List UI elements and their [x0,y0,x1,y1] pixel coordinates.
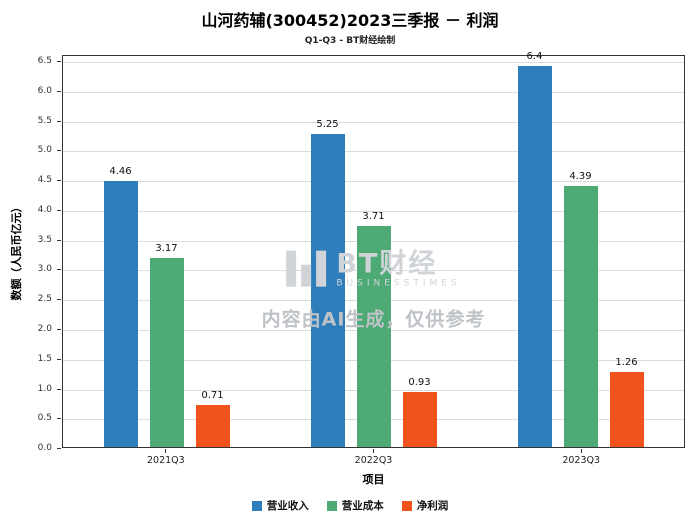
legend-item: 营业成本 [326,498,384,513]
bar-group-2022Q3: 5.25 3.71 0.93 [270,56,477,447]
gridline [63,181,684,182]
x-tick-mark [165,449,167,453]
x-tick-label: 2023Q3 [562,455,601,466]
y-tick-label: 0.0 [37,443,52,453]
y-tick-mark [57,150,61,152]
y-tick-label: 0.5 [37,413,52,424]
bar-营业成本: 4.39 [563,171,598,447]
bar-净利润: 0.93 [402,377,437,447]
chart-subtitle: Q1-Q3 - BT财经绘制 [304,36,396,46]
y-tick-label: 4.0 [37,204,52,215]
legend: 营业收入 营业成本 净利润 [0,498,700,513]
bar-value-label: 6.4 [526,50,543,62]
y-tick-label: 6.0 [37,85,52,96]
y-tick-mark [57,90,61,92]
plot-area: 4.46 3.17 0.71 5.25 3.71 0.93 6.4 4.39 1.26 BT财经… [62,51,685,448]
gridline [63,62,684,63]
legend-label: 营业成本 [341,500,384,512]
y-tick-label: 4.5 [37,175,52,185]
gridline [63,121,684,123]
x-tick-label: 2022Q3 [354,455,393,466]
bar-group-2021Q3: 4.46 3.17 0.71 [63,56,270,447]
bar-value-label: 3.71 [362,211,385,223]
y-tick-label: 2.5 [37,294,52,305]
bar-营业成本: 3.71 [356,211,391,447]
gridline [63,151,684,153]
bar-value-label: 4.39 [569,170,592,182]
y-tick-label: 6.5 [37,56,52,66]
x-axis-label: 项目 [362,473,385,486]
bar-value-label: 1.26 [615,357,638,368]
y-tick-mark [57,448,61,449]
y-tick-label: 1.0 [37,383,52,394]
y-tick-label: 2.0 [37,323,52,334]
bar-营业成本: 3.17 [149,243,184,447]
bar-group-2023Q3: 6.4 4.39 1.26 [477,51,684,447]
bar-groups: 4.46 3.17 0.71 5.25 3.71 0.93 6.4 4.39 1.26 [63,51,684,447]
bar-营业收入: 4.46 [103,166,138,447]
legend-item: 净利润 [401,498,449,513]
x-tick-label: 2021Q3 [146,455,185,466]
y-tick-label: 3.5 [37,234,52,245]
bar-净利润: 0.71 [195,390,230,447]
y-tick-mark [57,388,61,390]
chart-title: 山河药辅(300452)2023三季报 － 利润 [201,11,499,30]
y-tick-mark [57,418,61,420]
bar-营业收入: 5.25 [310,119,345,447]
legend-swatch [251,500,262,511]
legend-item: 营业收入 [251,498,309,513]
y-tick-label: 1.5 [37,353,52,364]
gridline [63,91,684,93]
bar-value-label: 0.71 [201,389,224,401]
y-tick-label: 5.5 [37,115,52,126]
legend-label: 净利润 [416,500,449,512]
bar-净利润: 1.26 [609,357,644,447]
legend-swatch [326,500,337,511]
y-tick-mark [57,328,61,330]
y-ticks: 0.0 0.5 1.0 1.5 2.0 2.5 3.0 3.5 4.0 4.5 5.0 5.5 6.0 6… [0,55,62,453]
y-tick-mark [57,61,61,62]
y-tick-mark [57,120,61,122]
legend-swatch [401,500,412,511]
x-tick: 2021Q3 [62,449,270,466]
x-ticks: 2021Q3 2022Q3 2023Q3 [62,449,685,466]
y-tick-mark [57,299,61,301]
y-tick-mark [57,209,61,211]
x-tick: 2022Q3 [270,449,478,466]
y-tick-mark [57,239,61,241]
y-tick-mark [57,180,61,181]
legend-label: 营业收入 [266,500,309,512]
y-tick-mark [57,269,61,271]
bar-value-label: 5.25 [316,119,339,131]
bar-value-label: 0.93 [408,376,431,388]
y-tick-label: 5.0 [37,145,52,156]
bar-营业收入: 6.4 [517,51,552,447]
y-tick-label: 3.0 [37,264,52,275]
bar-value-label: 3.17 [155,243,178,255]
gridline [63,210,684,212]
bar-value-label: 4.46 [109,166,132,178]
x-tick-mark [580,449,582,453]
y-tick-mark [57,358,61,360]
x-tick: 2023Q3 [477,449,685,466]
x-tick-mark [373,449,374,453]
